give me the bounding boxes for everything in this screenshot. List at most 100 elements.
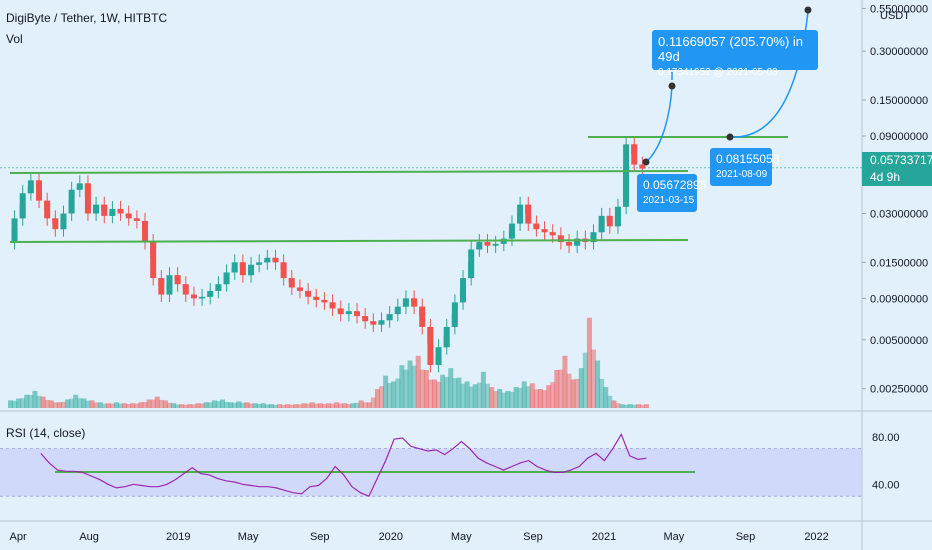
- target-note[interactable]: 0.11669057 (205.70%) in 49d 0.17341952 @…: [652, 30, 818, 78]
- rsi-label[interactable]: RSI (14, close): [6, 426, 86, 440]
- point-a-note[interactable]: 0.05672895 2021-03-15: [637, 174, 706, 212]
- candle-body: [68, 200, 73, 214]
- y-tick-label: 0.03000000: [870, 208, 928, 220]
- volume-bar: [109, 403, 115, 408]
- candle-body: [296, 287, 303, 291]
- candle-body: [247, 269, 252, 276]
- volume-bar: [268, 404, 274, 408]
- volume-bar: [199, 403, 205, 408]
- y-tick-label: 0.00900000: [870, 293, 928, 305]
- volume-bar: [134, 403, 140, 408]
- volume-bar: [644, 404, 649, 408]
- volume-bar: [615, 403, 621, 408]
- candle-body: [411, 298, 416, 303]
- volume-bar: [285, 404, 291, 408]
- point-a-date: 2021-03-15: [643, 195, 695, 206]
- volume-bar: [358, 400, 364, 408]
- candle-body: [329, 302, 334, 306]
- candle-body: [557, 235, 562, 239]
- volume-bar: [77, 398, 83, 408]
- candle-body: [566, 242, 573, 246]
- volume-bar: [28, 395, 34, 408]
- volume-bar: [187, 404, 193, 408]
- anchor-point: [642, 158, 650, 166]
- candle-body: [101, 204, 106, 211]
- candle-body: [296, 287, 301, 290]
- candle-body: [541, 229, 548, 233]
- volume-bar: [85, 400, 91, 408]
- projection-curve: [645, 85, 673, 163]
- candle-body: [199, 297, 204, 299]
- candle-body: [174, 275, 181, 285]
- support-trendline: [9, 239, 689, 243]
- target-note-line2: 0.17341952 @ 2021-05-03: [658, 67, 778, 78]
- candle-body: [411, 298, 418, 307]
- candle-body: [133, 218, 138, 220]
- x-tick-label: 2021: [592, 531, 616, 543]
- candle-body: [337, 308, 344, 315]
- volume-bar: [354, 402, 360, 408]
- x-tick-label: Sep: [523, 531, 543, 543]
- y-tick-label: 0.55000000: [870, 3, 928, 15]
- volume-bar: [73, 394, 79, 408]
- volume-bar: [529, 383, 535, 408]
- volume-bar: [525, 386, 531, 408]
- x-tick-label: 2019: [166, 531, 190, 543]
- candle-body: [525, 204, 530, 214]
- candle-body: [256, 263, 261, 265]
- volume-bar: [158, 399, 164, 408]
- volume-bar: [513, 387, 519, 408]
- candle-body: [451, 313, 456, 327]
- current-price-value: 0.05733717: [870, 153, 932, 167]
- volume-bar: [260, 403, 266, 408]
- volume-bar: [293, 404, 299, 408]
- y-tick-label: 0.30000000: [870, 46, 928, 58]
- volume-bar: [12, 400, 18, 408]
- x-tick-label: 2020: [379, 531, 403, 543]
- volume-bar: [456, 377, 462, 408]
- anchor-point: [668, 82, 676, 90]
- volume-bar: [533, 389, 539, 408]
- volume-bar: [36, 395, 42, 408]
- volume-bar: [627, 404, 633, 408]
- volume-bar: [407, 360, 413, 408]
- candle-countdown: 4d 9h: [870, 170, 901, 184]
- volume-bar: [219, 399, 225, 408]
- candle-body: [427, 326, 434, 365]
- candle-body: [150, 242, 157, 279]
- candle-body: [508, 230, 513, 239]
- volume-bar: [118, 403, 124, 408]
- candle-body: [52, 218, 59, 230]
- volume-bar: [590, 349, 596, 408]
- candle-body: [598, 223, 603, 233]
- candle-body: [362, 316, 367, 319]
- candle-body: [394, 310, 399, 315]
- volume-bar: [142, 401, 148, 408]
- volume-bar: [281, 404, 287, 408]
- volume-bar: [578, 368, 584, 408]
- candle-body: [288, 278, 295, 288]
- volume-bar: [40, 396, 46, 408]
- x-tick-label: Apr: [9, 531, 26, 543]
- volume-bar: [509, 391, 515, 408]
- volume-bar: [484, 383, 490, 408]
- volume-bar: [387, 382, 393, 408]
- volume-bar: [321, 403, 327, 408]
- candle-body: [101, 204, 108, 216]
- volume-label[interactable]: Vol: [6, 32, 23, 46]
- y-tick-label: 0.01500000: [870, 257, 928, 269]
- candle-body: [386, 317, 391, 321]
- volume-bar: [558, 369, 564, 408]
- volume-bar: [240, 402, 246, 408]
- volume-bar: [423, 370, 429, 408]
- volume-bar: [48, 400, 54, 408]
- volume-bar: [362, 402, 368, 408]
- volume-bar: [232, 402, 238, 408]
- volume-bar: [215, 401, 221, 408]
- symbol-title[interactable]: DigiByte / Tether, 1W, HITBTC: [6, 11, 168, 25]
- candle-body: [443, 336, 448, 348]
- volume-bar: [411, 365, 417, 408]
- volume-bar: [183, 404, 189, 408]
- point-b-note[interactable]: 0.08155058 2021-08-09: [710, 148, 779, 186]
